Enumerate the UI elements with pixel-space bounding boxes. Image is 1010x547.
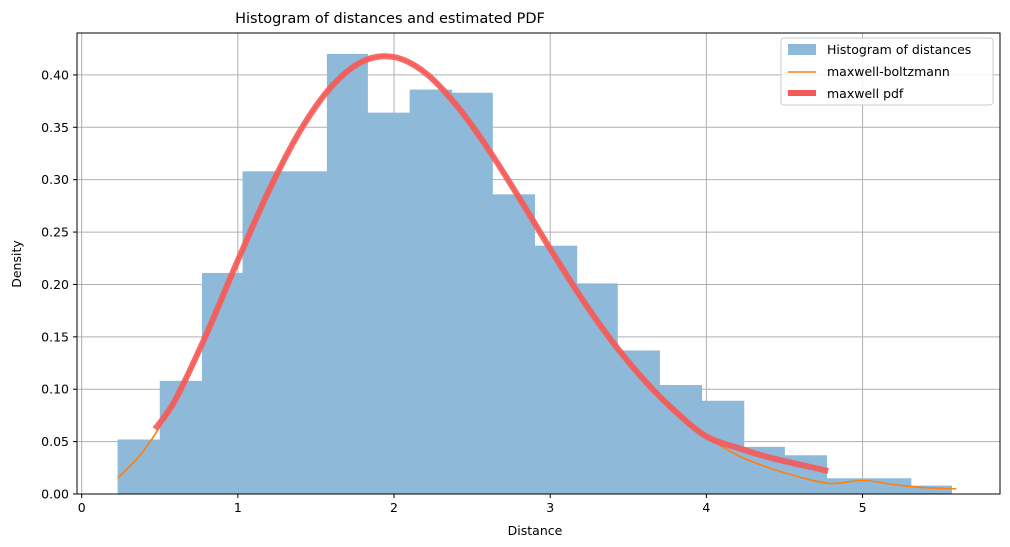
x-axis-ticks: 0 1 2 3 4 5 [78, 494, 867, 515]
histogram-bar [201, 272, 243, 494]
y-tick-label: 0.20 [41, 277, 69, 292]
y-axis-ticks: 0.00 0.05 0.10 0.15 0.20 0.25 0.30 0.35 0.40 [41, 67, 77, 502]
histogram-bar [326, 53, 368, 495]
histogram-bar [117, 439, 161, 494]
histogram-bar [451, 92, 493, 494]
y-tick-label: 0.40 [41, 67, 69, 82]
histogram-bar [826, 478, 870, 494]
legend-label-histogram: Histogram of distances [827, 42, 971, 57]
histogram-bar [910, 485, 952, 494]
maxwell-pdf-line [152, 53, 829, 474]
x-axis-label: Distance [508, 523, 563, 538]
y-tick-label: 0.35 [41, 120, 69, 135]
y-tick-label: 0.05 [41, 434, 69, 449]
pdf-lines [117, 53, 957, 490]
y-tick-label: 0.30 [41, 172, 69, 187]
x-tick-label: 3 [546, 500, 554, 515]
legend-label-maxwell-pdf: maxwell pdf [827, 86, 904, 101]
histogram-bar [242, 171, 286, 495]
y-tick-label: 0.25 [41, 225, 69, 240]
histogram-bar [367, 112, 411, 495]
y-tick-label: 0.10 [41, 382, 69, 397]
x-tick-label: 0 [78, 500, 86, 515]
x-tick-label: 5 [859, 500, 867, 515]
legend-box [780, 37, 994, 106]
y-tick-label: 0.15 [41, 329, 69, 344]
histogram-bar [284, 171, 328, 495]
y-tick-label: 0.00 [41, 487, 69, 502]
histogram-bar [534, 245, 578, 494]
histogram-bar [409, 89, 453, 494]
x-tick-label: 4 [702, 500, 710, 515]
legend-swatch-histogram [788, 44, 816, 55]
histogram-bars [117, 53, 952, 495]
histogram-bar [492, 194, 535, 494]
x-tick-label: 2 [390, 500, 398, 515]
plot-area-frame [76, 32, 1001, 495]
legend: Histogram of distances maxwell-boltzmann… [780, 37, 994, 106]
x-tick-label: 1 [234, 500, 242, 515]
histogram-bar [159, 380, 203, 494]
y-axis-label: Density [9, 240, 24, 288]
histogram-bar [576, 283, 618, 494]
legend-label-maxwell-boltzmann: maxwell-boltzmann [827, 64, 950, 79]
chart-title: Histogram of distances and estimated PDF [235, 11, 545, 27]
